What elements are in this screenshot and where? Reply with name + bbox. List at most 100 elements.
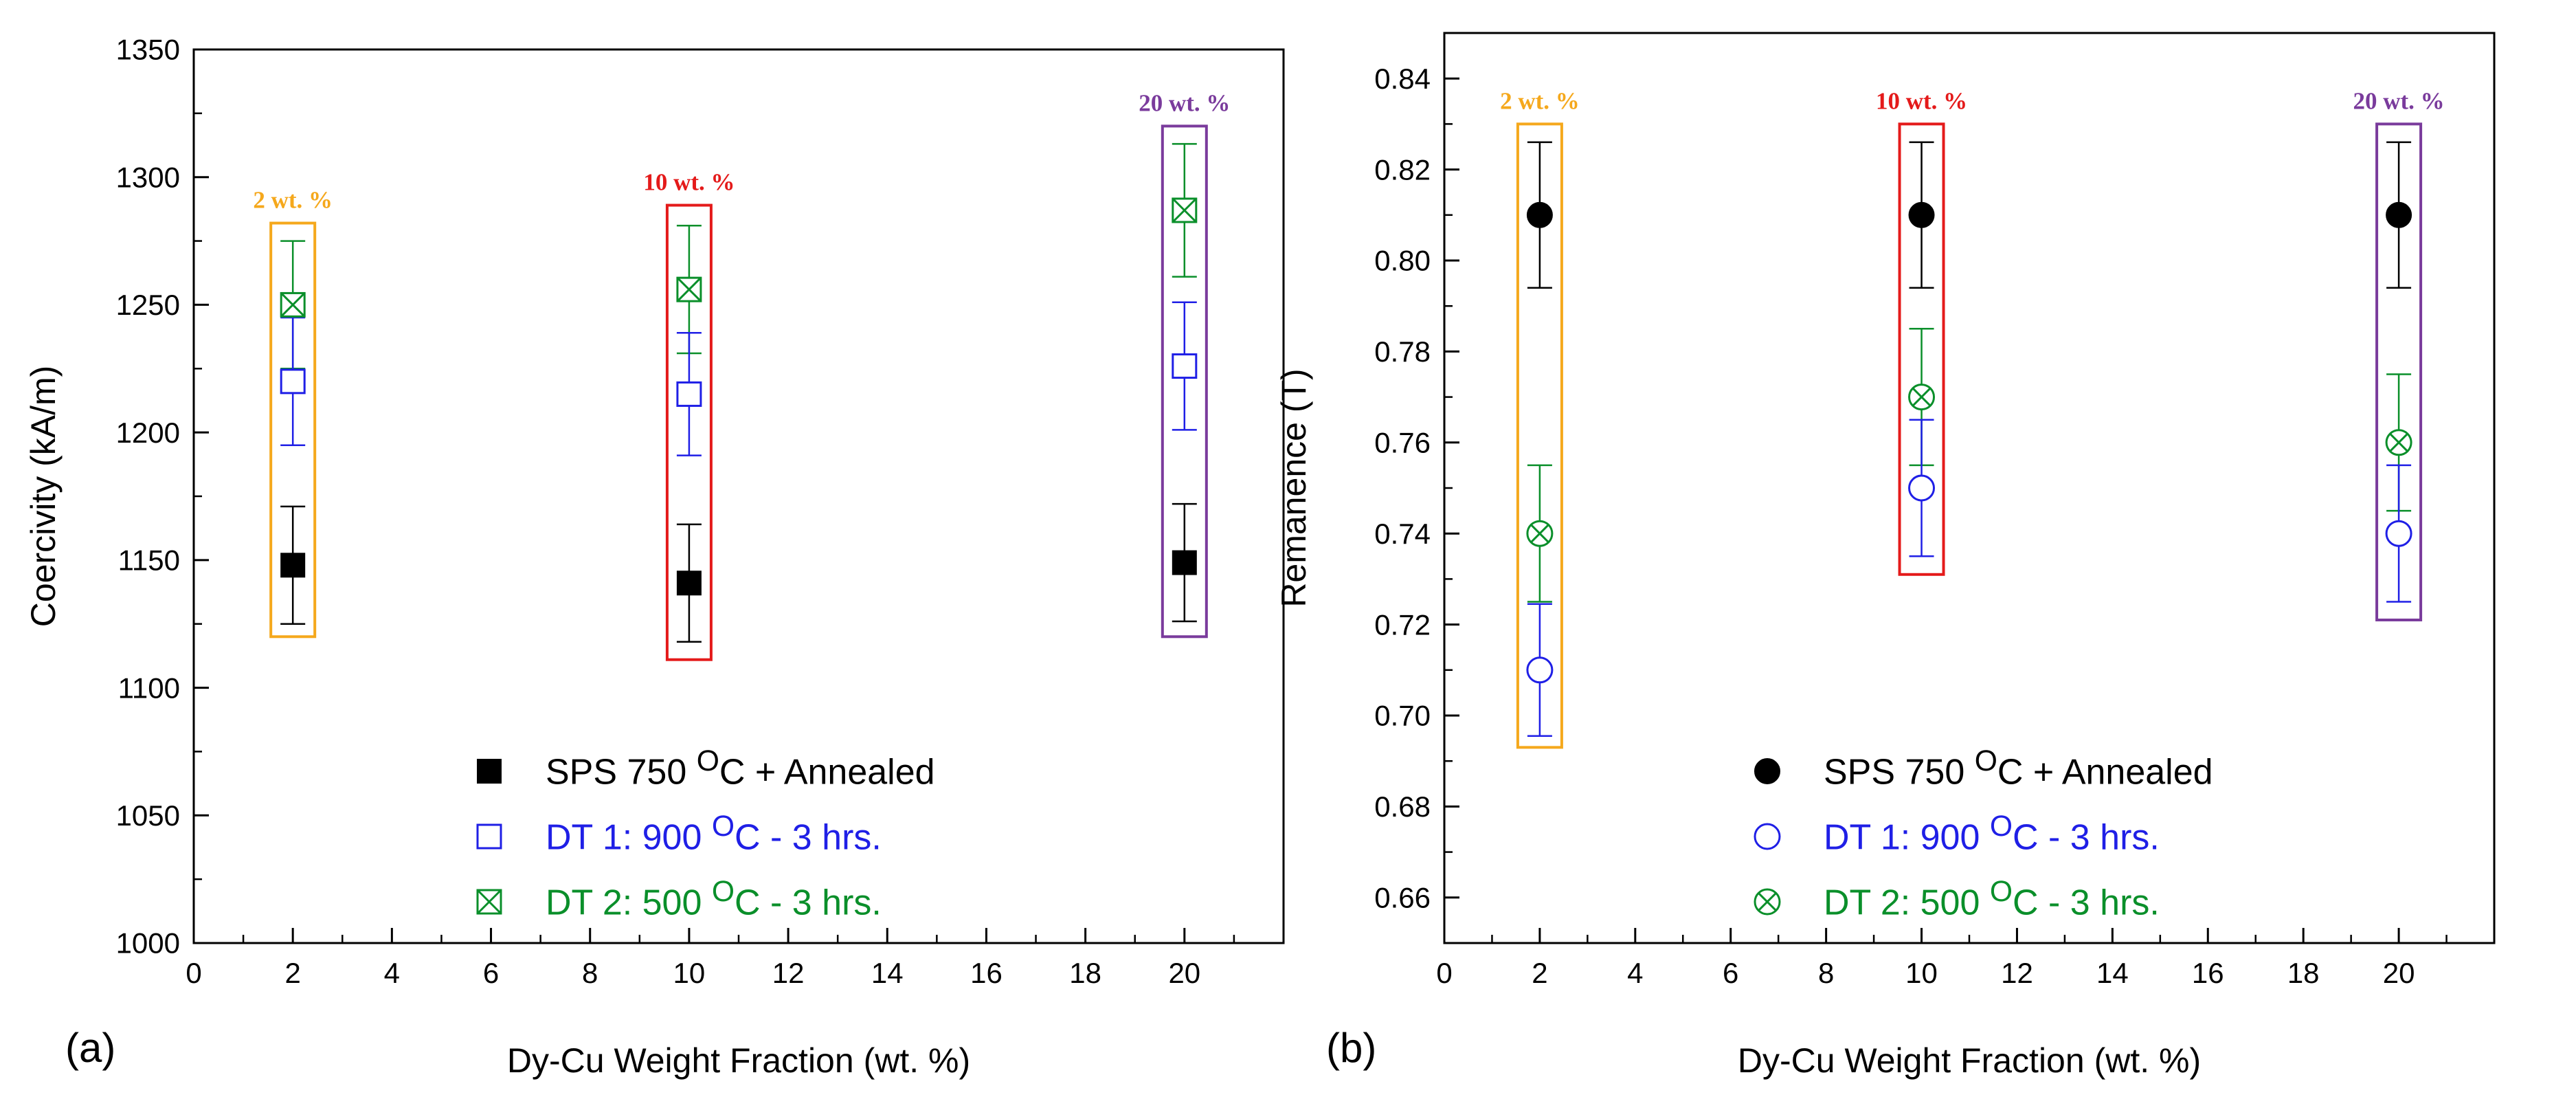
panel-b-markers — [1526, 201, 2412, 684]
x-tick-label: 10 — [673, 957, 706, 989]
legend-label-tail: C - 3 hrs. — [735, 818, 882, 858]
panel-a-x-axis-label: Dy-Cu Weight Fraction (wt. %) — [507, 1041, 970, 1080]
legend-label-degree: O — [697, 744, 719, 777]
x-tick-label: 20 — [2383, 957, 2415, 989]
panel-b-y-axis-label: Remanence (T) — [1275, 368, 1313, 607]
panel-b-remanence: 0 2 4 6 8 10 12 14 16 18 20 0.66 0.68 0.70 0.72 0.74 0.7… — [1275, 32, 2496, 1080]
panel-a-annotations: 2 wt. % 10 wt. % 20 wt. % — [253, 89, 1230, 661]
annotation-label-10wt: 10 wt. % — [1876, 87, 1967, 114]
legend-label-degree: O — [712, 810, 735, 843]
panel-b-annotations: 2 wt. % 10 wt. % 20 wt. % — [1500, 87, 2445, 749]
panel-b-x-axis-label: Dy-Cu Weight Fraction (wt. %) — [1738, 1041, 2201, 1080]
legend-marker-open-circle — [1754, 823, 1781, 850]
data-point-crossed-square — [1172, 197, 1198, 223]
legend-label-tail: C + Annealed — [1997, 753, 2213, 793]
y-tick-label: 1150 — [118, 544, 180, 577]
y-tick-label: 0.80 — [1374, 245, 1431, 277]
legend-label-main: DT 1: 900 — [1824, 818, 1990, 858]
y-tick-label: 0.74 — [1374, 518, 1431, 550]
legend-marker-filled-square — [477, 759, 502, 784]
y-tick-label: 1200 — [116, 417, 180, 449]
legend-item: DT 2: 500 OC - 3 hrs. — [476, 875, 882, 923]
y-tick-label: 0.82 — [1374, 153, 1431, 186]
legend-item: DT 1: 900 OC - 3 hrs. — [476, 810, 882, 858]
legend-item: DT 1: 900 OC - 3 hrs. — [1754, 810, 2160, 858]
y-tick-label: 0.72 — [1374, 608, 1431, 641]
highlight-box-20wt — [2375, 122, 2423, 621]
x-tick-label: 2 — [285, 957, 301, 989]
legend-label-main: DT 2: 500 — [1824, 883, 1990, 923]
data-point-filled-circle — [2386, 201, 2412, 228]
data-point-filled-square — [676, 570, 702, 596]
panel-a-label: (a) — [65, 1025, 115, 1071]
y-tick-label: 1000 — [116, 927, 180, 960]
legend-label-main: DT 2: 500 — [546, 883, 712, 923]
legend-label: SPS 750 OC + Annealed — [1824, 744, 2213, 793]
y-tick-label: 0.66 — [1374, 882, 1431, 914]
panel-a-plot-frame — [192, 48, 1285, 944]
legend-label-tail: C - 3 hrs. — [735, 883, 882, 923]
x-tick-label: 10 — [1905, 957, 1938, 989]
data-point-open-square — [280, 368, 306, 395]
legend-item: SPS 750 OC + Annealed — [1754, 744, 2213, 793]
data-point-crossed-square — [676, 276, 702, 302]
panel-b-label: (b) — [1326, 1025, 1376, 1071]
legend-item: DT 2: 500 OC - 3 hrs. — [1754, 875, 2160, 923]
x-tick-label: 18 — [2287, 957, 2320, 989]
x-tick-label: 8 — [582, 957, 598, 989]
x-tick-label: 4 — [1627, 957, 1643, 989]
annotation-label-10wt: 10 wt. % — [643, 169, 735, 196]
data-point-crossed-square — [280, 291, 306, 318]
annotation-label-2wt: 2 wt. % — [253, 187, 333, 214]
highlight-box-2wt — [269, 221, 317, 639]
y-tick-label: 1350 — [116, 34, 180, 66]
legend-label-degree: O — [1990, 875, 2013, 908]
y-tick-label: 0.76 — [1374, 427, 1431, 459]
legend-marker-open-square — [476, 823, 502, 850]
x-tick-label: 2 — [1532, 957, 1547, 989]
panel-a-ticks: 0 2 4 6 8 10 12 14 16 18 20 1000 1050 1100 1150 1200 125… — [116, 34, 1235, 989]
x-tick-label: 6 — [483, 957, 499, 989]
legend-label-main: SPS 750 — [1824, 753, 1975, 793]
x-tick-label: 12 — [772, 957, 805, 989]
legend-label-degree: O — [1990, 810, 2013, 843]
legend-marker-crossed-circle — [1754, 888, 1781, 916]
x-tick-label: 4 — [384, 957, 400, 989]
data-point-crossed-circle — [1908, 384, 1936, 411]
highlight-box-10wt — [1898, 122, 1945, 576]
x-tick-label: 20 — [1168, 957, 1200, 989]
legend-label: DT 2: 500 OC - 3 hrs. — [546, 875, 882, 923]
data-point-crossed-circle — [1526, 520, 1554, 547]
x-tick-label: 16 — [970, 957, 1003, 989]
data-point-open-circle — [1908, 474, 1936, 502]
legend-label-tail: C + Annealed — [719, 753, 935, 793]
data-point-open-square — [1172, 353, 1198, 379]
data-point-open-square — [676, 381, 702, 407]
x-tick-label: 6 — [1723, 957, 1738, 989]
legend-item: SPS 750 OC + Annealed — [477, 744, 935, 793]
legend-label-tail: C - 3 hrs. — [2013, 883, 2160, 923]
legend-label-main: SPS 750 — [546, 753, 697, 793]
panel-a-y-axis-label: Coercivity (kA/m) — [24, 366, 63, 628]
data-point-crossed-circle — [2385, 429, 2412, 456]
x-tick-label: 0 — [1436, 957, 1452, 989]
legend-label-degree: O — [712, 875, 735, 908]
y-tick-label: 1300 — [116, 161, 180, 193]
highlight-box-10wt — [665, 203, 713, 661]
legend-label-main: DT 1: 900 — [546, 818, 712, 858]
data-point-filled-circle — [1908, 201, 1935, 228]
highlight-box-2wt — [1516, 122, 1563, 749]
y-tick-label: 0.70 — [1374, 700, 1431, 732]
panel-b-plot-frame — [1443, 32, 2496, 944]
y-tick-label: 0.68 — [1374, 790, 1431, 823]
y-tick-label: 1250 — [116, 289, 180, 321]
legend-label: DT 1: 900 OC - 3 hrs. — [546, 810, 882, 858]
legend-label: DT 2: 500 OC - 3 hrs. — [1824, 875, 2160, 923]
x-tick-label: 16 — [2192, 957, 2224, 989]
x-tick-label: 0 — [186, 957, 201, 989]
y-tick-label: 1050 — [116, 799, 180, 832]
panel-b-ticks: 0 2 4 6 8 10 12 14 16 18 20 0.66 0.68 0.70 0.72 0.74 0.7… — [1374, 63, 2448, 989]
data-point-filled-square — [280, 553, 306, 578]
